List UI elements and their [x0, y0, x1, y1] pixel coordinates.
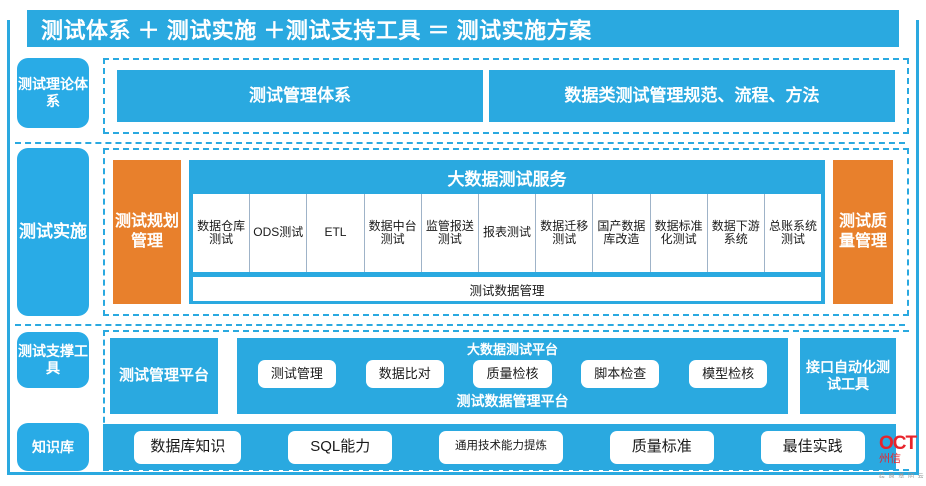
support-pill[interactable]: 数据比对: [365, 360, 444, 388]
exec-service-cell[interactable]: 报表测试: [479, 194, 537, 272]
exec-service-cell[interactable]: 数据下游系统: [708, 194, 765, 272]
sidebar-item-execution[interactable]: 测试实施: [17, 148, 89, 316]
support-pill[interactable]: 模型检核: [689, 360, 768, 388]
kb-pill[interactable]: SQL能力: [288, 430, 393, 464]
theory-box-label: 测试管理体系: [249, 85, 351, 105]
theory-box-label: 数据类测试管理规范、流程、方法: [564, 85, 820, 105]
sidebar-item-support-tools[interactable]: 测试支撑工具: [17, 332, 89, 388]
support-panel-title: 大数据测试平台: [466, 341, 558, 357]
page-title: 测试体系 ＋ 测试实施 ＋测试支持工具 ＝ 测试实施方案: [41, 17, 592, 43]
row-separator-top: [15, 142, 905, 144]
exec-service-cell-row: 数据仓库测试 ODS测试 ETL 数据中台测试 监管报送测试 报表测试 数据迁移…: [193, 194, 821, 272]
exec-test-data-management-bar[interactable]: 测试数据管理: [193, 277, 821, 301]
frame-border-right: [916, 20, 919, 475]
exec-service-cell[interactable]: 数据中台测试: [365, 194, 422, 272]
exec-service-cell[interactable]: 数据仓库测试: [193, 194, 251, 272]
support-box-test-management-platform[interactable]: 测试管理平台: [110, 338, 218, 414]
support-pill[interactable]: 脚本检查: [581, 360, 660, 388]
support-bigdata-platform-panel: 大数据测试平台 测试管理 数据比对 质量检核 脚本检查 模型检核 测试数据管理平…: [237, 338, 788, 414]
row-separator-bottom: [15, 324, 905, 326]
knowledge-base-panel: 数据库知识 SQL能力 通用技术能力提炼 质量标准 最佳实践: [103, 424, 896, 470]
exec-box-label: 测试规划管理: [114, 213, 179, 250]
support-box-label: 接口自动化测试工具: [806, 359, 890, 392]
exec-box-test-quality-management[interactable]: 测试质量管理: [833, 160, 893, 304]
theory-box-management-system[interactable]: 测试管理体系: [117, 70, 483, 122]
exec-service-cell[interactable]: 监管报送测试: [422, 194, 479, 272]
kb-pill[interactable]: 质量标准: [609, 430, 714, 464]
exec-service-cell[interactable]: 数据标准化测试: [651, 194, 708, 272]
theory-box-data-test-spec[interactable]: 数据类测试管理规范、流程、方法: [489, 70, 895, 122]
exec-service-cell[interactable]: 总账系统测试: [768, 218, 817, 246]
sidebar-item-label: 知识库: [32, 438, 74, 455]
section-band-support: [103, 330, 909, 471]
support-pill[interactable]: 测试管理: [257, 360, 336, 388]
exec-service-panel: 大数据测试服务 数据仓库测试 ODS测试 ETL 数据中台测试 监管报送测试 报…: [189, 160, 825, 304]
exec-service-cell[interactable]: ODS测试: [250, 194, 308, 272]
exec-service-cell[interactable]: ETL: [307, 194, 365, 272]
sidebar-item-label: 测试理论体系: [18, 76, 88, 109]
frame-border-left: [7, 20, 10, 475]
sidebar-item-theory[interactable]: 测试理论体系: [17, 58, 89, 128]
frame-border-bottom: [7, 472, 919, 475]
sidebar-item-label: 测试实施: [19, 221, 87, 241]
support-pill[interactable]: 质量检核: [473, 360, 552, 388]
exec-service-cell[interactable]: 国产数据库改造: [593, 194, 651, 272]
support-box-label: 测试管理平台: [118, 367, 209, 384]
kb-pill[interactable]: 通用技术能力提炼: [439, 430, 563, 464]
exec-box-label: 测试质量管理: [838, 213, 887, 250]
exec-service-title: 大数据测试服务: [447, 169, 567, 189]
section-band-theory: [103, 58, 909, 134]
diagram-title-banner: 测试体系 ＋ 测试实施 ＋测试支持工具 ＝ 测试实施方案: [27, 10, 899, 47]
exec-box-test-planning-management[interactable]: 测试规划管理: [113, 160, 181, 304]
section-band-execution: [103, 148, 909, 316]
support-box-api-automation-tool[interactable]: 接口自动化测试工具: [800, 338, 896, 414]
sidebar-item-knowledge-base[interactable]: 知识库: [17, 423, 89, 471]
support-panel-footer: 测试数据管理平台: [456, 393, 569, 409]
kb-pill[interactable]: 最佳实践: [760, 430, 865, 464]
exec-service-cell[interactable]: 数据迁移测试: [536, 194, 594, 272]
kb-pill[interactable]: 数据库知识: [134, 430, 242, 464]
support-pill-row: 测试管理 数据比对 质量检核 脚本检查 模型检核: [237, 358, 788, 390]
sidebar-item-label: 测试支撑工具: [18, 343, 88, 376]
